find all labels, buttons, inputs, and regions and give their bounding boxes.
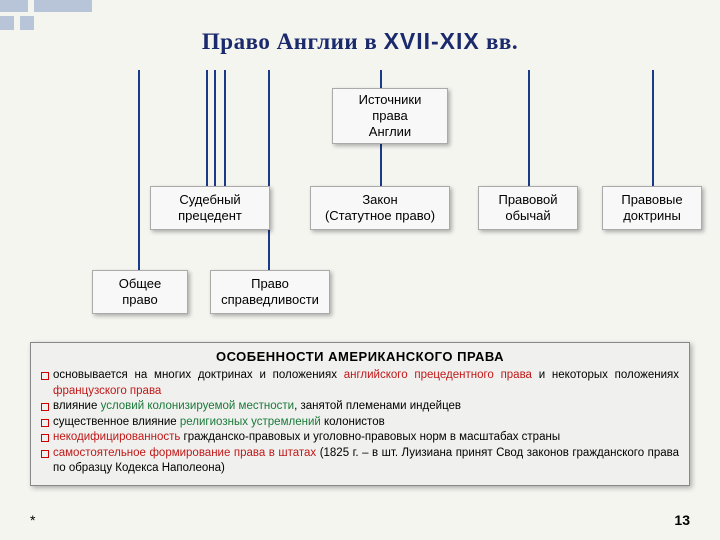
feature-item: самостоятельное формирование права в шта… bbox=[41, 446, 679, 477]
title-pre: Право Англии в bbox=[202, 29, 384, 54]
connector-line bbox=[206, 70, 208, 186]
node-row3_1: Общее право bbox=[92, 270, 188, 314]
node-row2_1: Судебный прецедент bbox=[150, 186, 270, 230]
feature-item: влияние условий колонизируемой местности… bbox=[41, 399, 679, 415]
corner-decoration bbox=[0, 0, 140, 30]
connector-line bbox=[214, 70, 216, 186]
hierarchy-diagram: Источники права Англии Судебный прецедент… bbox=[30, 70, 690, 330]
features-title: ОСОБЕННОСТИ АМЕРИКАНСКОГО ПРАВА bbox=[41, 349, 679, 364]
page-number: 13 bbox=[674, 512, 690, 528]
features-list: основывается на многих доктринах и полож… bbox=[41, 368, 679, 477]
connector-line bbox=[224, 70, 226, 186]
connector-line bbox=[528, 70, 530, 186]
features-panel: ОСОБЕННОСТИ АМЕРИКАНСКОГО ПРАВА основыва… bbox=[30, 342, 690, 486]
node-root: Источники права Англии bbox=[332, 88, 448, 144]
connector-line bbox=[138, 70, 140, 270]
title-tail: вв. bbox=[480, 29, 518, 54]
feature-item: некодифицированность гражданско-правовых… bbox=[41, 430, 679, 446]
footer-marker: * bbox=[30, 512, 35, 528]
feature-item: основывается на многих доктринах и полож… bbox=[41, 368, 679, 399]
node-row2_2: Закон (Статутное право) bbox=[310, 186, 450, 230]
node-row3_2: Право справедливости bbox=[210, 270, 330, 314]
connector-line bbox=[652, 70, 654, 186]
connector-line bbox=[268, 70, 270, 270]
title-century: XVII-XIX bbox=[384, 28, 480, 54]
feature-item: существенное влияние религиозных устремл… bbox=[41, 415, 679, 431]
page-title: Право Англии в XVII-XIX вв. bbox=[0, 28, 720, 55]
node-row2_3: Правовой обычай bbox=[478, 186, 578, 230]
node-row2_4: Правовые доктрины bbox=[602, 186, 702, 230]
